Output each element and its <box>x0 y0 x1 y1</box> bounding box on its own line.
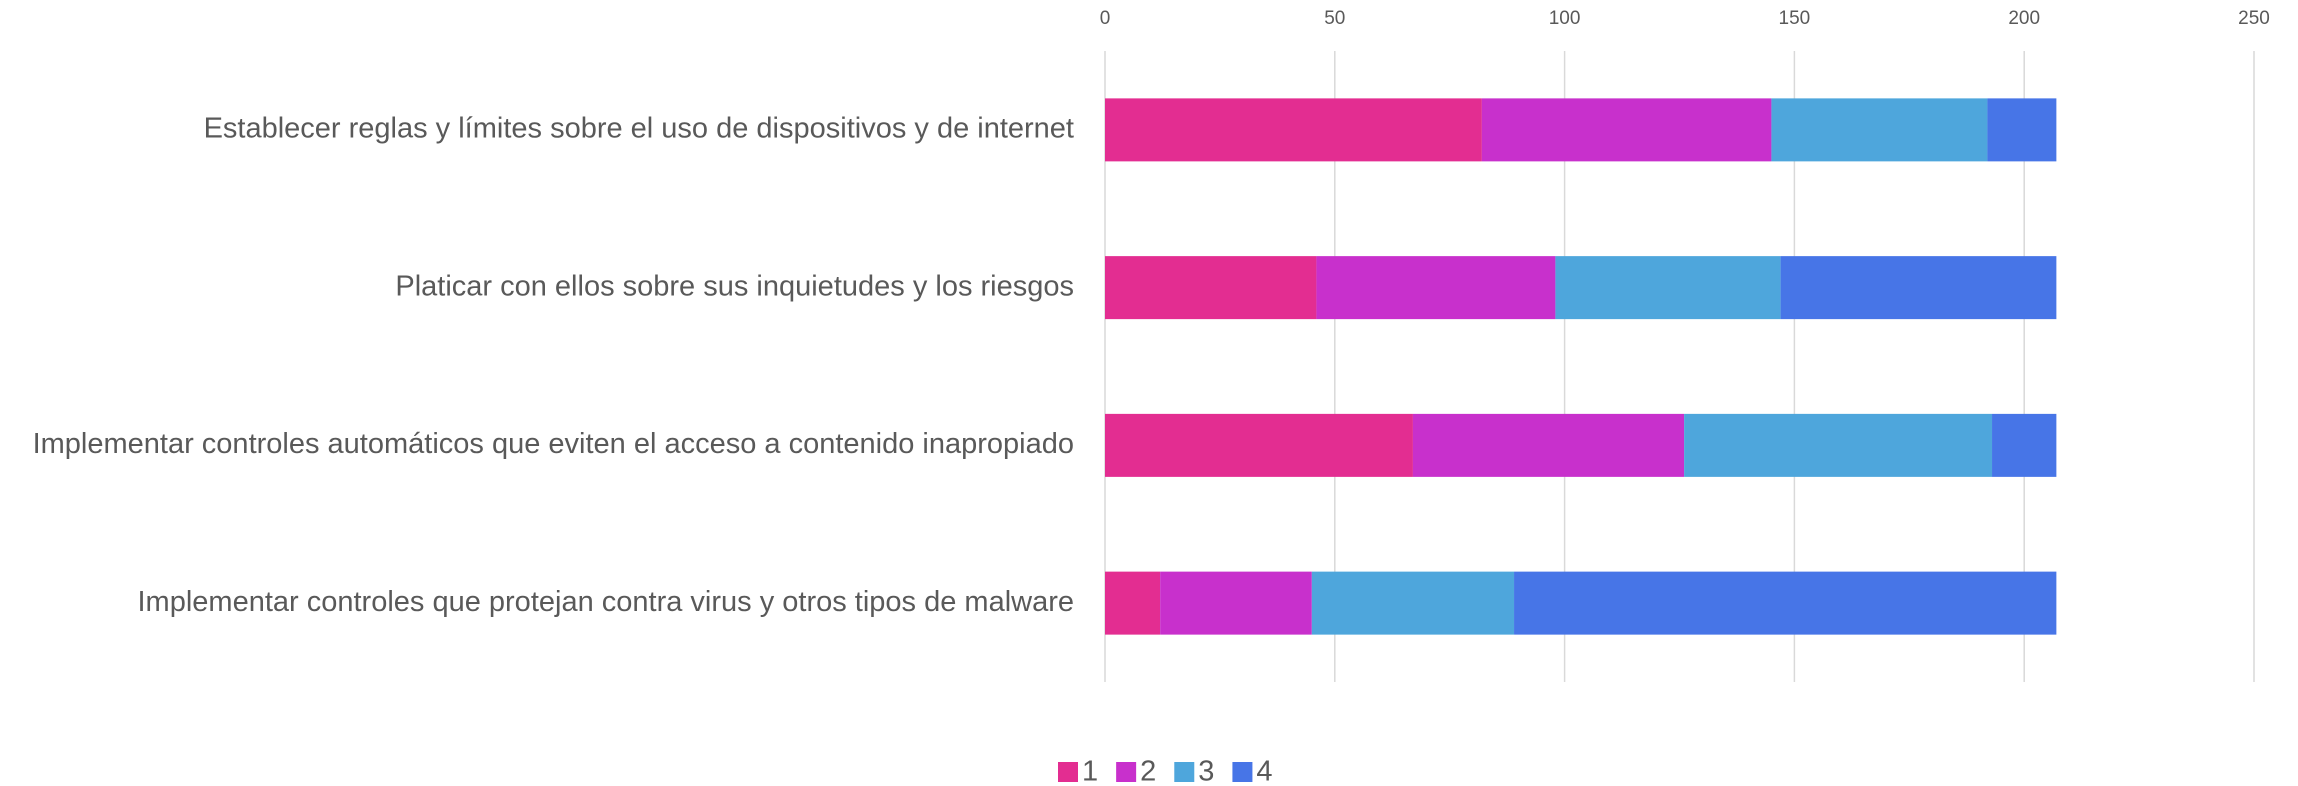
category-label: Establecer reglas y límites sobre el uso… <box>204 113 1074 145</box>
bar-segment <box>1481 98 1772 162</box>
bar-segment <box>1987 98 2057 162</box>
bar-segment <box>1555 256 1781 320</box>
x-tick-label: 0 <box>1100 8 1111 29</box>
bar-segment <box>1684 413 1993 477</box>
category-label: Implementar controles automáticos que ev… <box>33 428 1074 460</box>
bar-segment <box>1105 571 1161 635</box>
category-label: Implementar controles que protejan contr… <box>138 586 1075 618</box>
category-label: Platicar con ellos sobre sus inquietudes… <box>395 270 1074 302</box>
legend-swatch <box>1174 762 1195 782</box>
legend-label: 2 <box>1140 756 1156 786</box>
x-tick-label: 100 <box>1549 8 1581 29</box>
bar-segment <box>1992 413 2057 477</box>
x-tick-label: 150 <box>1779 8 1811 29</box>
legend-swatch <box>1232 762 1253 782</box>
legend-swatch <box>1116 762 1137 782</box>
legend-swatch <box>1058 762 1078 782</box>
x-tick-label: 50 <box>1324 8 1345 29</box>
legend-label: 4 <box>1256 756 1272 786</box>
bar-segment <box>1780 256 2057 320</box>
bar-segment <box>1514 571 2057 635</box>
x-tick-label: 250 <box>2238 8 2270 29</box>
bar-segment <box>1412 413 1685 477</box>
legend-label: 1 <box>1082 756 1098 786</box>
bar-segment <box>1316 256 1556 320</box>
x-tick-label: 200 <box>2008 8 2040 29</box>
bar-segment <box>1160 571 1312 635</box>
bar-segment <box>1771 98 1988 162</box>
bar-segment <box>1105 98 1482 162</box>
bar-segment <box>1105 413 1413 477</box>
bar-segment <box>1311 571 1515 635</box>
legend-label: 3 <box>1198 756 1214 786</box>
bar-segment <box>1105 256 1317 320</box>
